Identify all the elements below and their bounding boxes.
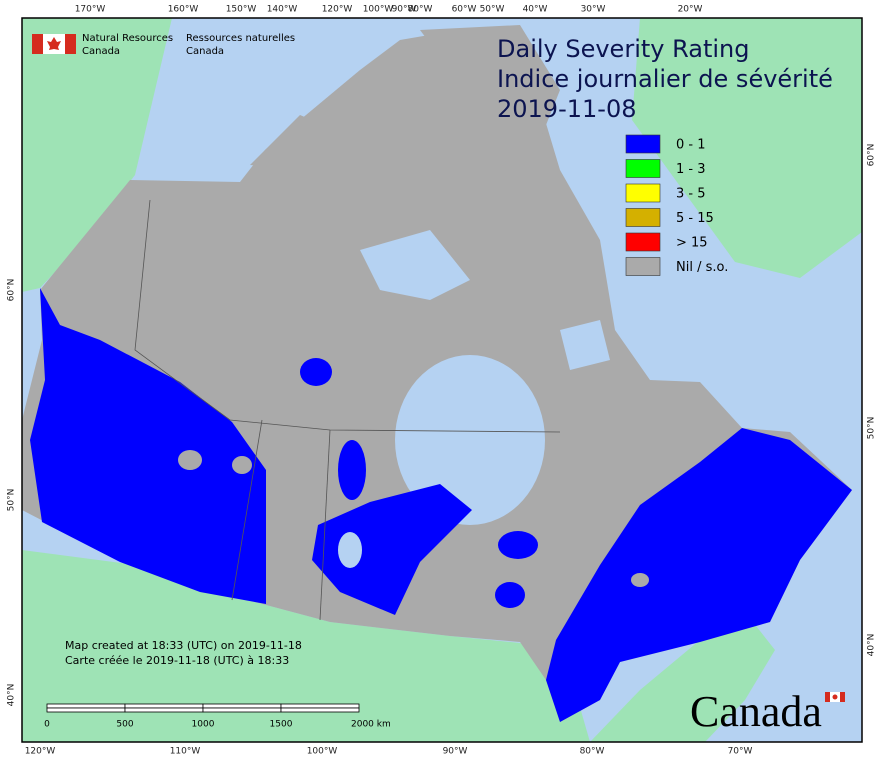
dept-name: Canada: [186, 46, 224, 57]
scale-label: 2000 km: [351, 720, 391, 730]
arctic-island: [420, 25, 560, 140]
legend-swatch: [625, 208, 661, 227]
longitude-label: 150°W: [226, 5, 257, 15]
longitude-label: 160°W: [168, 5, 199, 15]
channel: [360, 230, 470, 300]
map-note: Carte créée le 2019-11-18 (UTC) à 18:33: [65, 654, 289, 667]
legend-label: 5 - 15: [676, 211, 714, 226]
scale-bar: 0 500 1000 1500 2000 km: [44, 703, 391, 730]
title-line: Indice journalier de sévérité: [497, 65, 833, 93]
scale-segment: [124, 707, 204, 713]
ungava-bay: [560, 320, 610, 370]
dsr-area: [30, 288, 266, 604]
scale-segment: [202, 707, 282, 713]
legend-swatch: [625, 159, 661, 178]
legend-label: Nil / s.o.: [676, 260, 728, 275]
longitude-label: 50°W: [480, 5, 505, 15]
canada-wordmark: Canada: [690, 687, 845, 736]
hudson-bay: [395, 355, 545, 525]
usa-west: [22, 550, 590, 742]
scale-segment: [280, 707, 360, 713]
nil-area: [631, 573, 649, 587]
lake: [338, 532, 362, 568]
map-note: Map created at 18:33 (UTC) on 2019-11-18: [65, 639, 302, 652]
longitude-label: 90°W: [443, 747, 468, 757]
dsr-area: [498, 531, 538, 559]
nil-area: [178, 450, 202, 470]
longitude-label: 100°W: [363, 5, 394, 15]
legend-label: > 15: [676, 236, 708, 251]
wordmark: Canada: [690, 687, 822, 736]
scale-segment: [280, 703, 360, 709]
title-line: Daily Severity Rating: [497, 35, 749, 63]
border: [231, 419, 263, 601]
longitude-label: 20°W: [678, 5, 703, 15]
scale-label: 500: [116, 720, 133, 730]
longitude-label: 110°W: [170, 747, 201, 757]
dsr-area: [546, 428, 852, 722]
latitude-label: 60°N: [867, 144, 877, 167]
frame-border: [21, 17, 863, 743]
dsr-area: [300, 358, 332, 386]
scale-label: 0: [44, 720, 50, 730]
legend-swatch: [625, 134, 661, 154]
longitude-label: 90°W: [392, 5, 417, 15]
longitude-label: 100°W: [307, 747, 338, 757]
title-line: 2019-11-08: [497, 95, 636, 123]
border: [319, 429, 331, 621]
longitude-label: 40°W: [523, 5, 548, 15]
longitude-label: 60°W: [452, 5, 477, 15]
dept-name: Canada: [82, 46, 120, 57]
longitude-label: 140°W: [267, 5, 298, 15]
scale-label: 1500: [270, 720, 293, 730]
longitude-label: 30°W: [581, 5, 606, 15]
graticule-labels: 170°W 160°W 150°W 140°W 120°W 100°W90°W80°W 60…: [7, 5, 877, 757]
latitude-label: 40°N: [7, 684, 17, 707]
dsr-area: [338, 440, 366, 500]
dept-name: Ressources naturelles: [186, 33, 295, 44]
scale-segment: [46, 703, 126, 709]
dsr-area: [495, 582, 525, 608]
nil-area: [232, 456, 252, 474]
nrcan-signature: Natural Resources Canada Ressources natu…: [32, 33, 295, 57]
border: [134, 199, 561, 433]
map-frame: [21, 17, 863, 743]
flag-bar: [825, 692, 830, 702]
legend-label: 3 - 5: [676, 187, 706, 202]
arctic-island: [250, 115, 335, 170]
legend-swatch: [625, 257, 661, 276]
latitude-label: 50°N: [867, 417, 877, 440]
flag-bar: [840, 692, 845, 702]
maple-leaf: [832, 694, 838, 700]
flag-bar: [65, 34, 76, 54]
longitude-label: 80°W: [580, 747, 605, 757]
legend-label: 1 - 3: [676, 162, 706, 177]
legend-label: 0 - 1: [676, 138, 706, 153]
greenland: [632, 18, 862, 278]
legend-swatch: [625, 232, 661, 252]
flag-bar: [32, 34, 43, 54]
scale-segment: [202, 703, 282, 709]
scale-segment: [124, 703, 204, 709]
scale-label: 1000: [192, 720, 215, 730]
scale-segment: [46, 707, 126, 713]
longitude-label: 120°W: [25, 747, 56, 757]
longitude-label: 170°W: [75, 5, 106, 15]
dept-name: Natural Resources: [82, 33, 173, 44]
longitude-label: 120°W: [322, 5, 353, 15]
longitude-label: 80°W: [408, 5, 433, 15]
latitude-label: 40°N: [867, 634, 877, 657]
latitude-label: 60°N: [7, 279, 17, 302]
legend: 0 - 1 1 - 3 3 - 5 5 - 15 > 15 Nil / s.o.: [625, 134, 728, 276]
dsr-area: [312, 484, 472, 615]
usa-east: [590, 612, 775, 742]
longitude-label: 70°W: [728, 747, 753, 757]
legend-swatch: [625, 183, 661, 203]
maple-leaf: [47, 37, 61, 50]
latitude-label: 50°N: [7, 489, 17, 512]
alaska: [22, 18, 172, 292]
